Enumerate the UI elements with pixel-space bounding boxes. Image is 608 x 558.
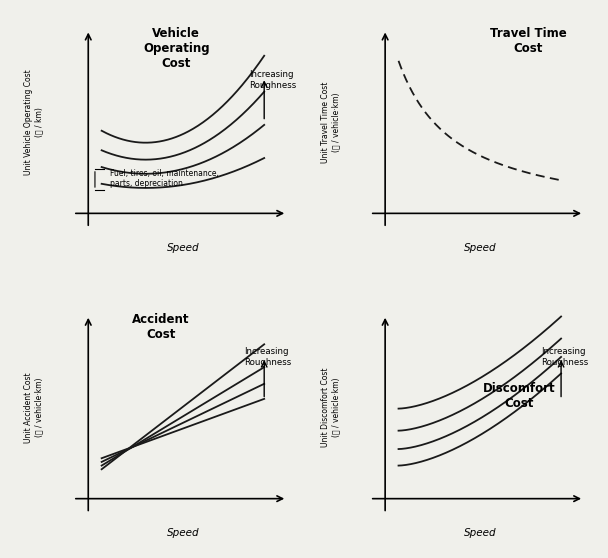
Text: Increasing
Roughness: Increasing Roughness — [541, 347, 589, 367]
Text: Speed: Speed — [463, 528, 496, 538]
Text: Vehicle
Operating
Cost: Vehicle Operating Cost — [143, 27, 210, 70]
Text: Increasing
Roughness: Increasing Roughness — [249, 70, 296, 90]
Text: Speed: Speed — [167, 528, 199, 538]
Text: Accident
Cost: Accident Cost — [132, 312, 190, 340]
Text: Discomfort
Cost: Discomfort Cost — [483, 382, 556, 410]
Text: Increasing
Roughness: Increasing Roughness — [244, 347, 292, 367]
Text: Travel Time
Cost: Travel Time Cost — [490, 27, 567, 55]
Text: Unit Discomfort Cost
(Ⓢ / vehicle·km): Unit Discomfort Cost (Ⓢ / vehicle·km) — [320, 368, 340, 448]
Text: Fuel, tires, oil, maintenance,
parts, depreciation: Fuel, tires, oil, maintenance, parts, de… — [110, 169, 219, 188]
Text: Speed: Speed — [463, 243, 496, 253]
Text: Unit Vehicle Operating Cost
(Ⓢ / km): Unit Vehicle Operating Cost (Ⓢ / km) — [24, 70, 43, 175]
Text: Unit Travel Time Cost
(Ⓢ / vehicle·km): Unit Travel Time Cost (Ⓢ / vehicle·km) — [320, 81, 340, 163]
Text: Speed: Speed — [167, 243, 199, 253]
Text: Unit Accident Cost
(Ⓢ / vehicle·km): Unit Accident Cost (Ⓢ / vehicle·km) — [24, 372, 43, 443]
